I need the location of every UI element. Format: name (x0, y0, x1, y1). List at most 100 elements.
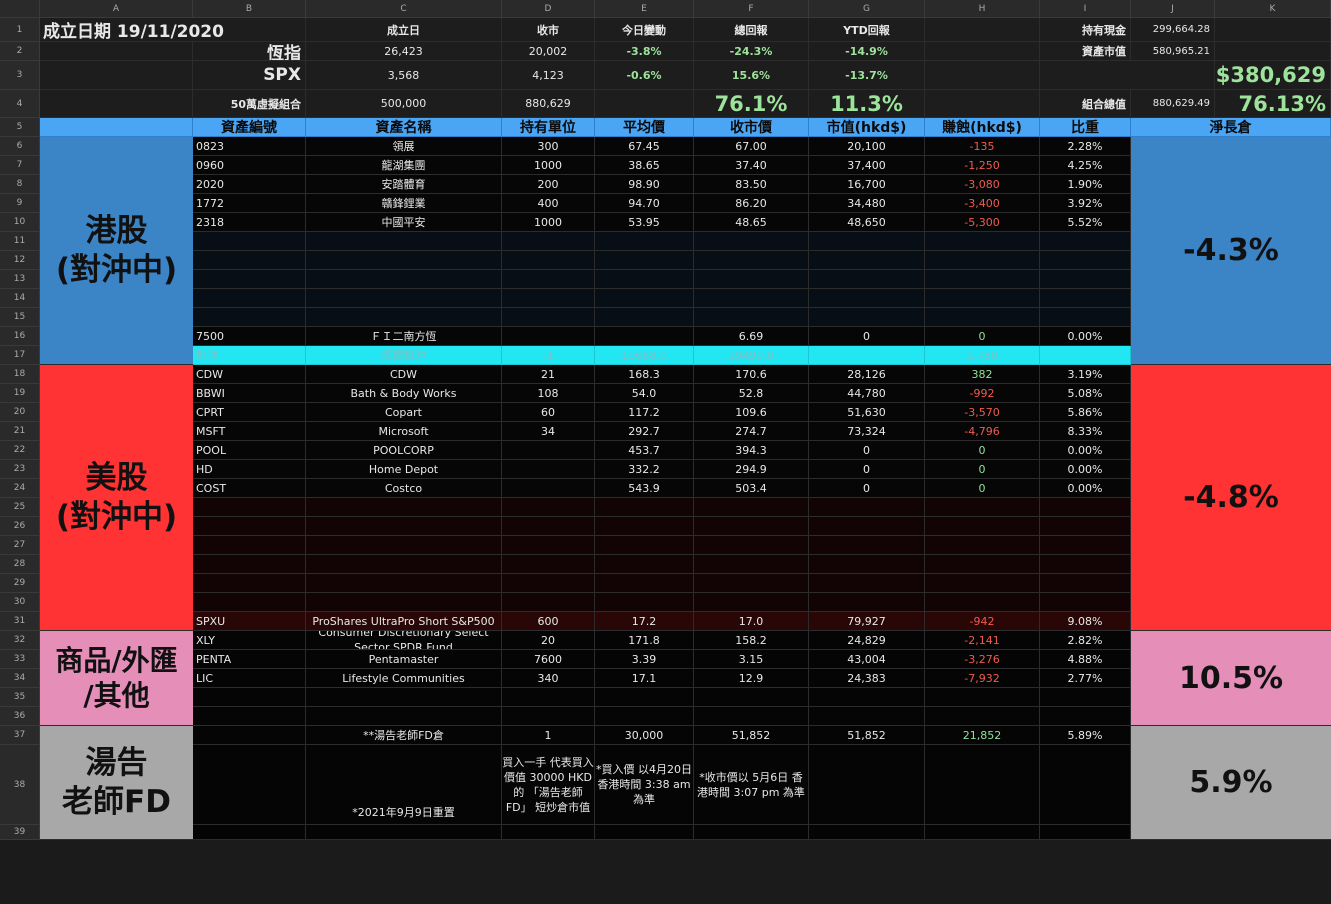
column-header[interactable]: C (306, 0, 502, 18)
cell[interactable] (925, 688, 1040, 707)
cell[interactable] (925, 61, 1040, 90)
cell[interactable] (193, 825, 306, 840)
units[interactable]: 1000 (502, 156, 595, 175)
asset-code[interactable]: POOL (193, 441, 306, 460)
fd-name[interactable]: **湯告老師FD倉 (306, 726, 502, 745)
market-value[interactable]: 73,324 (809, 422, 925, 441)
cell[interactable] (1040, 825, 1131, 840)
cell[interactable] (502, 270, 595, 289)
asset-name[interactable]: 中國平安 (306, 213, 502, 232)
cell[interactable] (502, 707, 595, 726)
cell[interactable] (502, 555, 595, 574)
row-header[interactable]: 15 (0, 308, 40, 327)
avg-price[interactable]: 332.2 (595, 460, 694, 479)
cell[interactable] (809, 574, 925, 593)
row-header[interactable]: 31 (0, 612, 40, 631)
market-value[interactable]: 48,650 (809, 213, 925, 232)
fd-pl[interactable]: 21,852 (925, 726, 1040, 745)
cell[interactable] (306, 593, 502, 612)
units[interactable]: 60 (502, 403, 595, 422)
avg-price[interactable]: 67.45 (595, 137, 694, 156)
cell[interactable] (595, 688, 694, 707)
market-value[interactable]: 0 (809, 441, 925, 460)
asset-code[interactable]: COST (193, 479, 306, 498)
cell[interactable] (40, 118, 193, 137)
column-header[interactable]: K (1215, 0, 1331, 18)
category-us-label[interactable]: 美股 (對沖中) (40, 365, 193, 631)
fd-value[interactable]: 51,852 (809, 726, 925, 745)
row-header[interactable]: 17 (0, 346, 40, 365)
cell[interactable] (595, 825, 694, 840)
asset-name[interactable]: POOLCORP (306, 441, 502, 460)
cell[interactable] (306, 232, 502, 251)
close-price[interactable]: 37.40 (694, 156, 809, 175)
category-fd-net[interactable]: 5.9% (1131, 726, 1331, 840)
cell[interactable] (925, 289, 1040, 308)
fd-close[interactable]: 51,852 (694, 726, 809, 745)
cell[interactable] (306, 707, 502, 726)
hedge-code[interactable]: 對沖 (193, 346, 306, 365)
market-value[interactable]: 43,004 (809, 650, 925, 669)
cell[interactable] (925, 536, 1040, 555)
asset-code[interactable]: 2020 (193, 175, 306, 194)
market-value[interactable]: 51,630 (809, 403, 925, 422)
cell[interactable] (502, 536, 595, 555)
units[interactable]: 7600 (502, 650, 595, 669)
close-price[interactable]: 52.8 (694, 384, 809, 403)
column-header[interactable]: B (193, 0, 306, 18)
row-header[interactable]: 10 (0, 213, 40, 232)
asset-name[interactable]: CDW (306, 365, 502, 384)
cell[interactable] (1040, 745, 1131, 825)
weight[interactable]: 2.28% (1040, 137, 1131, 156)
fd-close-note[interactable]: *收市價以 5月6日 香港時間 3:07 pm 為準 (694, 745, 809, 825)
column-header[interactable]: J (1131, 0, 1215, 18)
cell[interactable] (694, 308, 809, 327)
cell[interactable] (1040, 517, 1131, 536)
units[interactable]: 34 (502, 422, 595, 441)
profit-loss[interactable]: -3,400 (925, 194, 1040, 213)
hsi-close[interactable]: 20,002 (502, 42, 595, 61)
avg-price[interactable]: 3.39 (595, 650, 694, 669)
cell[interactable] (193, 308, 306, 327)
select-all-corner[interactable] (0, 0, 40, 18)
table-header[interactable]: 資產名稱 (306, 118, 502, 137)
avg-price[interactable] (595, 327, 694, 346)
profit-loss[interactable]: -3,276 (925, 650, 1040, 669)
cell[interactable] (694, 574, 809, 593)
cell[interactable] (925, 308, 1040, 327)
profit-loss[interactable]: -7,932 (925, 669, 1040, 688)
cell[interactable] (306, 270, 502, 289)
row-header[interactable]: 14 (0, 289, 40, 308)
hedge-pl[interactable]: 1,780 (925, 346, 1040, 365)
portfolio-total[interactable]: 76.1% (694, 90, 809, 118)
cell[interactable] (595, 593, 694, 612)
cell[interactable] (925, 555, 1040, 574)
cell[interactable] (306, 555, 502, 574)
profit-loss[interactable]: 0 (925, 327, 1040, 346)
avg-price[interactable]: 117.2 (595, 403, 694, 422)
hsi-start[interactable]: 26,423 (306, 42, 502, 61)
row-header[interactable]: 22 (0, 441, 40, 460)
cell[interactable] (1040, 536, 1131, 555)
close-price[interactable]: 274.7 (694, 422, 809, 441)
close-price[interactable]: 6.69 (694, 327, 809, 346)
cell[interactable] (502, 825, 595, 840)
cell[interactable] (809, 270, 925, 289)
row-header[interactable]: 19 (0, 384, 40, 403)
cell[interactable] (502, 574, 595, 593)
hsi-total[interactable]: -24.3% (694, 42, 809, 61)
cell[interactable] (193, 707, 306, 726)
row-header[interactable]: 9 (0, 194, 40, 213)
cell[interactable] (809, 825, 925, 840)
cell[interactable] (306, 536, 502, 555)
avg-price[interactable]: 17.1 (595, 669, 694, 688)
hedge-name[interactable]: 細價對沖 (306, 346, 502, 365)
avg-price[interactable]: 53.95 (595, 213, 694, 232)
profit-loss[interactable]: -992 (925, 384, 1040, 403)
profit-loss[interactable]: -3,570 (925, 403, 1040, 422)
table-header[interactable]: 平均價 (595, 118, 694, 137)
cell[interactable] (925, 574, 1040, 593)
cell[interactable] (502, 232, 595, 251)
units[interactable]: 1000 (502, 213, 595, 232)
table-header[interactable]: 比重 (1040, 118, 1131, 137)
